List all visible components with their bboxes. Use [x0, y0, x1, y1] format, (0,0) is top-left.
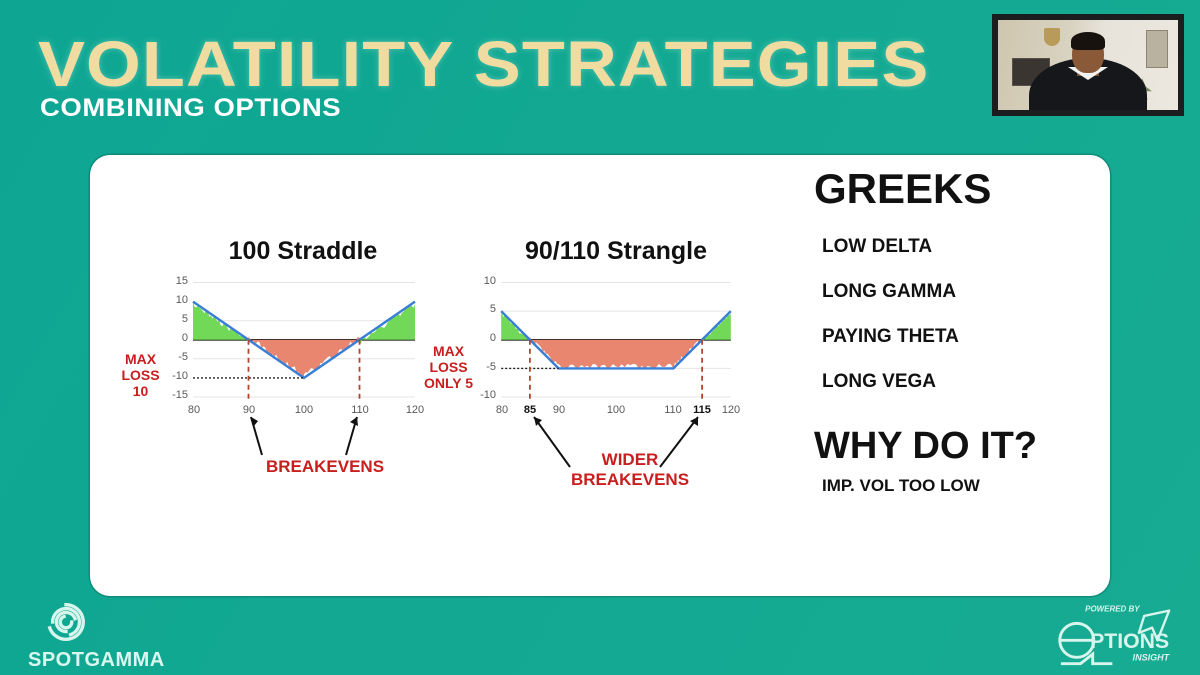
svg-text:PTIONS: PTIONS — [1090, 630, 1169, 653]
svg-text:INSIGHT: INSIGHT — [1133, 653, 1171, 663]
svg-text:POWERED BY: POWERED BY — [1085, 605, 1140, 614]
